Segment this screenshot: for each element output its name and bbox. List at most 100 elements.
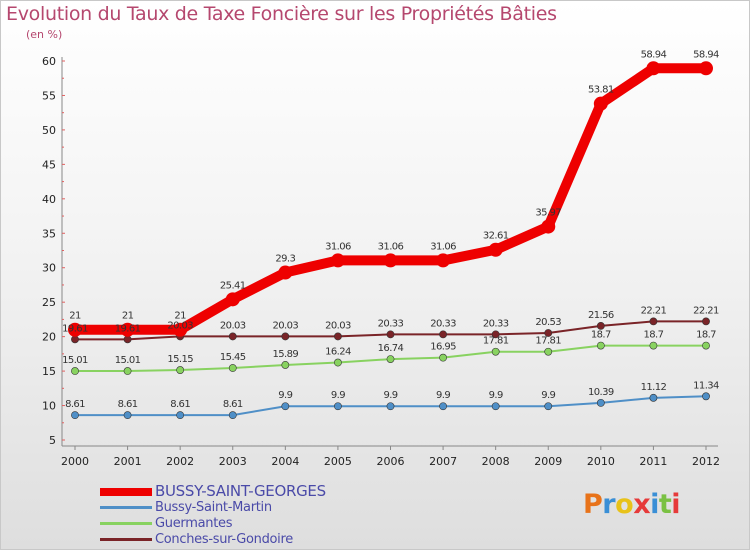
data-point (699, 61, 713, 76)
axes: 5 10 15 20 25 30 35 40 45 50 55 60 2000 2001 2002 2003 2… (42, 55, 720, 468)
data-label: 11.12 (641, 382, 667, 393)
data-label: 21 (69, 311, 81, 322)
x-tick-label: 2002 (166, 455, 194, 468)
y-tick-label: 50 (42, 124, 56, 137)
x-tick-label: 2004 (271, 455, 299, 468)
data-label: 8.61 (170, 399, 190, 410)
data-label: 18.7 (591, 330, 611, 341)
data-point (225, 292, 240, 307)
data-label: 21.56 (588, 310, 614, 321)
data-point (173, 322, 188, 337)
data-label: 31.06 (378, 241, 404, 252)
data-point (281, 332, 290, 341)
logo-letter: P (583, 489, 603, 520)
data-label: 8.61 (223, 399, 243, 410)
data-label: 15.01 (62, 355, 88, 366)
data-point (386, 355, 395, 364)
data-label: 9.9 (436, 390, 450, 401)
y-tick-label: 55 (42, 89, 56, 102)
logo-letter: r (602, 489, 616, 520)
data-point (702, 392, 710, 401)
data-point (439, 353, 447, 362)
data-label: 20.53 (535, 317, 561, 328)
data-label: 31.06 (430, 241, 456, 252)
data-label: 16.95 (430, 342, 456, 353)
legend-swatch (100, 506, 152, 509)
data-label: 15.01 (115, 355, 141, 366)
data-label: 20.33 (483, 318, 509, 329)
data-point (649, 393, 658, 402)
x-tick-label: 2010 (587, 455, 615, 468)
logo-letter: t (658, 489, 672, 520)
data-point (71, 367, 79, 375)
data-point (120, 322, 135, 337)
data-point (228, 364, 237, 372)
data-label: 9.9 (383, 390, 397, 401)
x-tick-label: 2008 (482, 455, 510, 468)
legend-label: BUSSY-SAINT-GEORGES (155, 482, 326, 500)
data-label: 22.21 (693, 305, 719, 316)
legend-item-conches-sur-gondoire: Conches-sur-Gondoire (100, 532, 430, 548)
x-tick-label: 2006 (377, 455, 405, 468)
data-label: 20.33 (378, 318, 404, 329)
data-point (646, 61, 661, 76)
data-label: 20.33 (430, 318, 456, 329)
legend-swatch (100, 522, 152, 525)
data-point (383, 253, 398, 268)
data-point (123, 411, 132, 420)
series-layer (68, 61, 713, 420)
legend-label: Bussy-Saint-Martin (155, 500, 272, 515)
data-label: 20.03 (273, 320, 299, 331)
data-point (386, 330, 395, 339)
data-point (334, 358, 342, 367)
data-point (281, 402, 290, 411)
y-tick-label: 35 (42, 227, 56, 240)
data-label: 9.9 (489, 390, 503, 401)
data-point (491, 347, 500, 356)
data-label: 25.41 (220, 280, 246, 291)
data-point (228, 332, 237, 341)
data-point (436, 253, 451, 268)
data-point (439, 402, 447, 411)
data-label: 19.61 (115, 323, 141, 334)
data-point (491, 330, 500, 339)
data-label: 16.74 (378, 343, 404, 354)
data-point (71, 335, 79, 344)
data-label: 11.34 (693, 380, 719, 391)
data-point (176, 366, 185, 374)
data-label: 15.45 (220, 352, 246, 363)
data-label: 18.7 (696, 330, 716, 341)
data-point (649, 317, 658, 326)
y-tick-label: 10 (42, 400, 56, 413)
data-point (544, 347, 553, 356)
legend-label: Guermantes (155, 516, 233, 531)
data-label: 19.61 (62, 323, 88, 334)
data-point (596, 321, 605, 330)
data-point (228, 411, 237, 420)
data-point (176, 411, 185, 420)
data-point (596, 398, 605, 407)
x-tick-label: 2012 (692, 455, 720, 468)
data-label: 35.97 (535, 208, 561, 219)
x-tick-label: 2005 (324, 455, 352, 468)
data-label: 32.61 (483, 231, 509, 242)
chart-title: Evolution du Taux de Taxe Foncière sur l… (6, 3, 557, 25)
data-label: 29.3 (275, 254, 295, 265)
data-point (330, 253, 345, 268)
logo-letter: x (633, 489, 651, 520)
data-label: 20.03 (220, 320, 246, 331)
data-label: 58.94 (641, 49, 667, 60)
data-label: 58.94 (693, 49, 719, 60)
data-label: 17.81 (535, 336, 561, 347)
proxiti-logo: Proxiti (583, 489, 681, 520)
data-point (71, 411, 79, 420)
data-label: 16.24 (325, 347, 351, 358)
data-label: 9.9 (331, 390, 345, 401)
data-point (702, 317, 710, 326)
data-point (488, 242, 503, 257)
data-label: 20.03 (325, 320, 351, 331)
data-label: 22.21 (641, 305, 667, 316)
legend-swatch (100, 538, 152, 541)
data-point (649, 341, 658, 350)
